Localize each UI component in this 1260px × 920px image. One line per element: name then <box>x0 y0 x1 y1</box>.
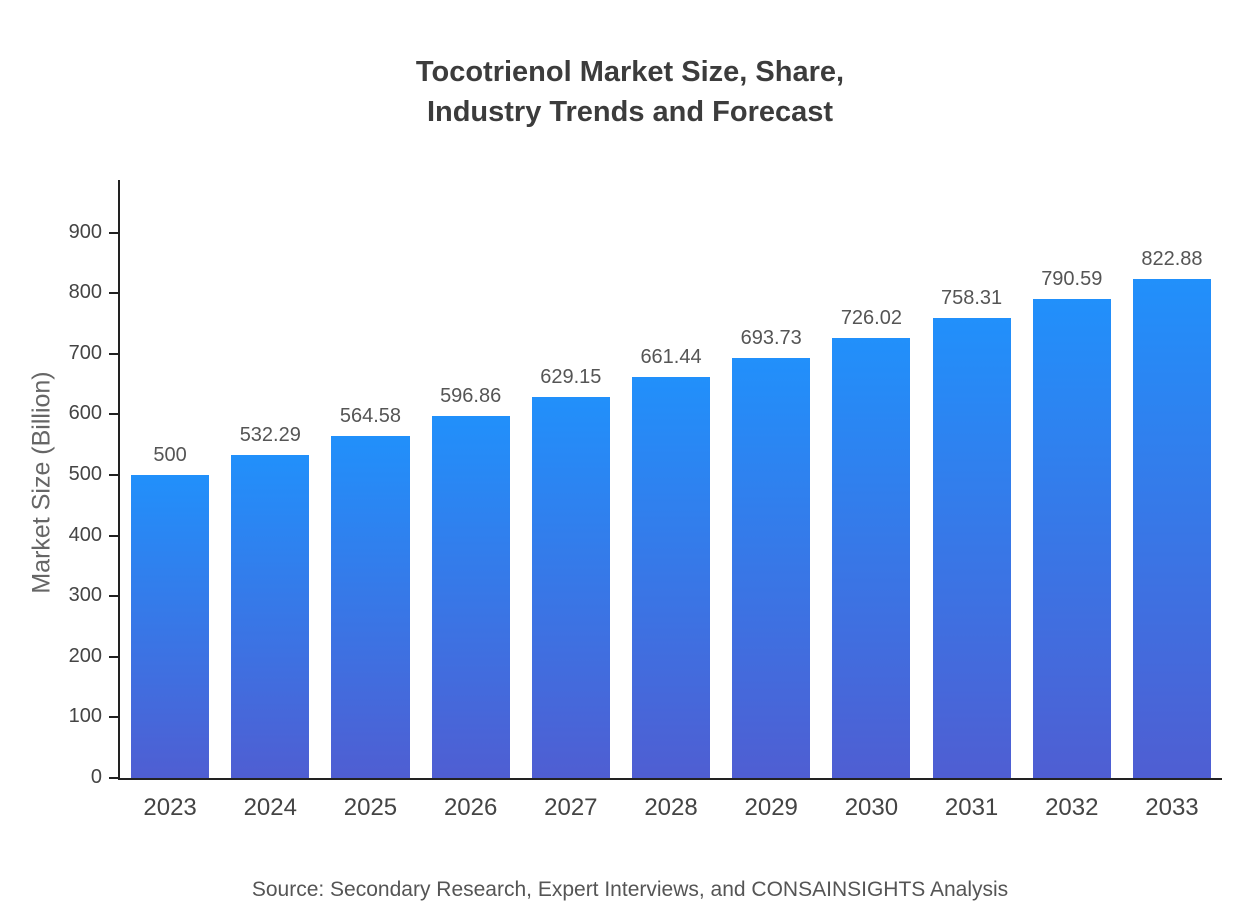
bar-group: 564.58 2025 <box>320 180 420 821</box>
x-tick-label: 2030 <box>844 794 899 821</box>
x-tick-label: 2033 <box>1145 794 1199 821</box>
bar <box>932 318 1011 778</box>
y-tick-label: 900 <box>68 220 102 243</box>
bar-value-label: 564.58 <box>339 404 402 427</box>
bar <box>631 377 711 778</box>
bar-value-label: 822.88 <box>1141 248 1203 271</box>
bar-value-label: 661.44 <box>640 346 702 369</box>
plot-area: 0 100 200 300 400 500 600 700 800 900 500 2023 532.2… <box>69 180 1222 821</box>
x-tick-label: 2025 <box>343 794 398 821</box>
bar-value-label: 726.02 <box>840 307 902 329</box>
bar <box>431 416 510 778</box>
bar-group: 758.31 2031 <box>922 180 1022 821</box>
bar-group: 693.73 2029 <box>721 180 821 821</box>
x-tick-label: 2023 <box>143 794 197 821</box>
bar <box>732 357 811 778</box>
bar-group: 629.15 2027 <box>521 180 621 821</box>
y-tick-label: 800 <box>68 281 102 304</box>
y-tick-mark <box>109 534 118 537</box>
chart-title: Tocotrienol Market Size, Share, Industry… <box>0 52 1260 132</box>
y-tick-mark <box>109 595 118 598</box>
source-text: Source: Secondary Research, Expert Inter… <box>251 878 1009 901</box>
bar-value-label: 629.15 <box>540 365 602 388</box>
y-tick-mark <box>109 231 118 234</box>
x-tick-label: 2032 <box>1045 794 1099 821</box>
y-tick-mark <box>109 655 118 658</box>
y-tick-mark <box>109 413 118 416</box>
x-tick-label: 2024 <box>243 794 297 821</box>
bar <box>531 396 610 778</box>
x-tick-label: 2027 <box>544 794 598 821</box>
chart-title-line1: Tocotrienol Market Size, Share, <box>415 56 845 88</box>
bar-value-label: 693.73 <box>740 326 802 349</box>
bar <box>1032 298 1111 778</box>
bar-group: 661.44 2028 <box>621 180 721 821</box>
y-tick-mark <box>109 292 118 295</box>
y-tick-label: 400 <box>68 523 102 546</box>
y-tick-mark <box>109 473 118 476</box>
bar-group: 726.02 2030 <box>821 180 921 821</box>
y-tick-label: 100 <box>68 705 102 728</box>
x-tick-label: 2026 <box>443 794 498 821</box>
bar-value-label: 532.29 <box>239 424 301 447</box>
x-tick-label: 2028 <box>644 794 698 821</box>
y-tick-label: 0 <box>90 766 102 788</box>
bar-value-label: 758.31 <box>941 287 1003 310</box>
y-tick-mark <box>109 716 118 719</box>
bar <box>231 455 310 778</box>
bar-group: 532.29 2024 <box>220 180 320 821</box>
y-tick-label: 200 <box>68 644 102 667</box>
y-tick-label: 700 <box>68 341 102 364</box>
bar <box>1132 279 1212 778</box>
chart-title-line2: Industry Trends and Forecast <box>426 96 834 129</box>
x-tick-label: 2029 <box>744 794 798 821</box>
bar-value-label: 596.86 <box>440 385 502 408</box>
bar-group: 500 2023 <box>120 180 220 821</box>
bar-value-label: 790.59 <box>1041 267 1103 290</box>
bar-group: 822.88 2033 <box>1122 180 1222 821</box>
y-tick-label: 300 <box>68 584 102 607</box>
bar-value-label: 500 <box>153 443 187 466</box>
bar-group: 790.59 2032 <box>1022 180 1122 821</box>
y-tick-label: 600 <box>68 402 102 425</box>
y-tick-mark <box>109 777 118 779</box>
x-tick-label: 2031 <box>944 794 999 821</box>
bar <box>832 338 911 778</box>
y-tick-mark <box>109 352 118 355</box>
bar <box>131 474 210 778</box>
y-tick-label: 500 <box>68 462 102 485</box>
bar <box>331 435 410 778</box>
bar-group: 596.86 2026 <box>421 180 521 821</box>
